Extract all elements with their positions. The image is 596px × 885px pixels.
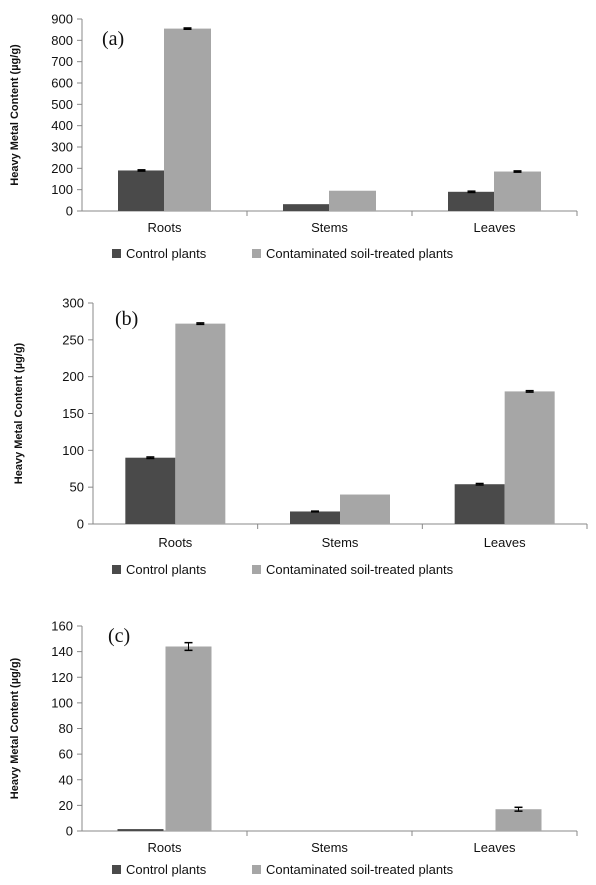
x-category-label: Roots [148,220,182,235]
bar-contaminated-stems [329,190,376,211]
x-category-label: Roots [148,840,182,855]
y-axis-title: Heavy Metal Content (µg/g) [9,44,21,186]
y-tick-label: 80 [59,721,73,736]
y-tick-label: 200 [51,161,73,176]
bar-control-stems [283,204,330,211]
y-tick-label: 0 [66,824,73,839]
bar-control-leaves [454,484,505,524]
y-axis-title: Heavy Metal Content (µg/g) [13,342,25,484]
y-tick-label: 500 [51,97,73,112]
x-category-label: Leaves [474,220,516,235]
y-tick-label: 100 [51,182,73,197]
x-category-label: Stems [311,840,348,855]
x-category-label: Leaves [484,535,526,550]
y-tick-label: 50 [70,480,84,495]
legend-label-contaminated: Contaminated soil-treated plants [266,562,454,577]
y-tick-label: 200 [62,369,84,384]
x-category-label: Leaves [474,840,516,855]
bar-control-roots [118,170,165,211]
y-tick-label: 20 [59,798,73,813]
y-tick-label: 150 [62,406,84,421]
y-tick-label: 0 [66,204,73,219]
y-tick-label: 250 [62,332,84,347]
bar-contaminated-stems [340,494,390,524]
y-tick-label: 300 [51,140,73,155]
y-tick-label: 40 [59,772,73,787]
panel-label: (a) [102,28,124,50]
legend-swatch-contaminated [252,249,261,258]
y-tick-label: 800 [51,33,73,48]
legend-label-contaminated: Contaminated soil-treated plants [266,246,454,261]
legend-swatch-control [112,565,121,574]
y-tick-label: 120 [51,670,73,685]
y-tick-label: 100 [62,443,84,458]
bar-control-stems [290,511,340,524]
y-tick-label: 900 [51,12,73,27]
bar-contaminated-roots [165,646,212,831]
y-axis-title: Heavy Metal Content (µg/g) [9,657,21,799]
bar-control-roots [125,457,176,524]
y-tick-label: 400 [51,118,73,133]
bar-contaminated-leaves [495,809,542,831]
y-tick-label: 600 [51,76,73,91]
bar-contaminated-leaves [504,391,555,524]
y-tick-label: 160 [51,619,73,634]
x-category-label: Stems [322,535,359,550]
y-tick-label: 60 [59,747,73,762]
legend-swatch-control [112,249,121,258]
panel-label: (c) [108,625,130,647]
x-category-label: Roots [158,535,192,550]
y-tick-label: 140 [51,644,73,659]
bar-contaminated-roots [175,323,226,524]
chart-panel-3: 0 20 40 60 80 100 120 140 160 Heavy Metal Content… [9,619,578,877]
legend-label-control: Control plants [126,862,207,877]
legend-swatch-contaminated [252,565,261,574]
y-tick-label: 100 [51,695,73,710]
y-tick-label: 700 [51,54,73,69]
legend-swatch-contaminated [252,865,261,874]
x-category-label: Stems [311,220,348,235]
bar-contaminated-leaves [494,171,541,211]
chart-panel-2: 0 50 100 150 200 250 300 Heavy Metal Content (µ… [13,296,588,577]
legend-label-control: Control plants [126,562,207,577]
bar-control-roots [117,829,164,831]
chart-panel-1: 0 100 200 300 400 500 600 700 800 900 Heavy Metal … [9,12,578,261]
legend-label-contaminated: Contaminated soil-treated plants [266,862,454,877]
panel-label: (b) [115,308,138,330]
y-tick-label: 300 [62,296,84,311]
bar-contaminated-roots [164,28,211,211]
y-tick-label: 0 [77,517,84,532]
legend-label-control: Control plants [126,246,207,261]
legend-swatch-control [112,865,121,874]
bar-control-leaves [448,191,495,211]
